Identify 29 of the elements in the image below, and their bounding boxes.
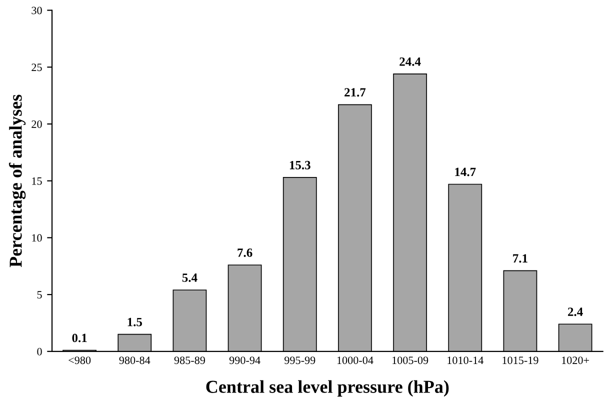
data-label: 1.5 (128, 318, 142, 326)
x-tick-label: 1020+ (562, 356, 589, 364)
data-label: 7.6 (238, 248, 252, 257)
y-tick-label: 5 (37, 291, 42, 299)
data-label: 7.1 (513, 254, 528, 263)
data-label: 15.3 (290, 160, 310, 170)
y-tick-label: 0 (37, 348, 42, 356)
data-label: 2.4 (568, 308, 583, 316)
x-tick-label: 980-84 (119, 356, 150, 364)
x-tick-label: 995-99 (284, 356, 316, 364)
x-tick-label: 1015-19 (502, 356, 538, 364)
x-axis-title: Central sea level pressure (hPa) (206, 380, 449, 397)
y-tick-label: 15 (32, 177, 42, 185)
data-label: 24.4 (400, 57, 421, 66)
y-tick-label: 20 (32, 120, 42, 128)
x-tick-label: 1010-14 (448, 356, 484, 364)
y-axis-title: Percentage of analyses (8, 94, 26, 268)
x-tick-label: 985-89 (174, 356, 206, 364)
x-tick-label: 1005-09 (392, 356, 428, 364)
data-label: 14.7 (455, 168, 476, 176)
data-label: 21.7 (344, 88, 366, 97)
y-tick-label: 30 (32, 6, 42, 14)
data-label: 0.1 (72, 334, 87, 342)
x-tick-label: 1000-04 (337, 356, 374, 364)
y-tick-label: 25 (32, 64, 42, 72)
data-label: 5.4 (182, 274, 198, 282)
x-tick-label: <980 (68, 356, 91, 364)
x-tick-label: 990-94 (229, 356, 260, 364)
y-tick-label: 10 (32, 234, 42, 242)
